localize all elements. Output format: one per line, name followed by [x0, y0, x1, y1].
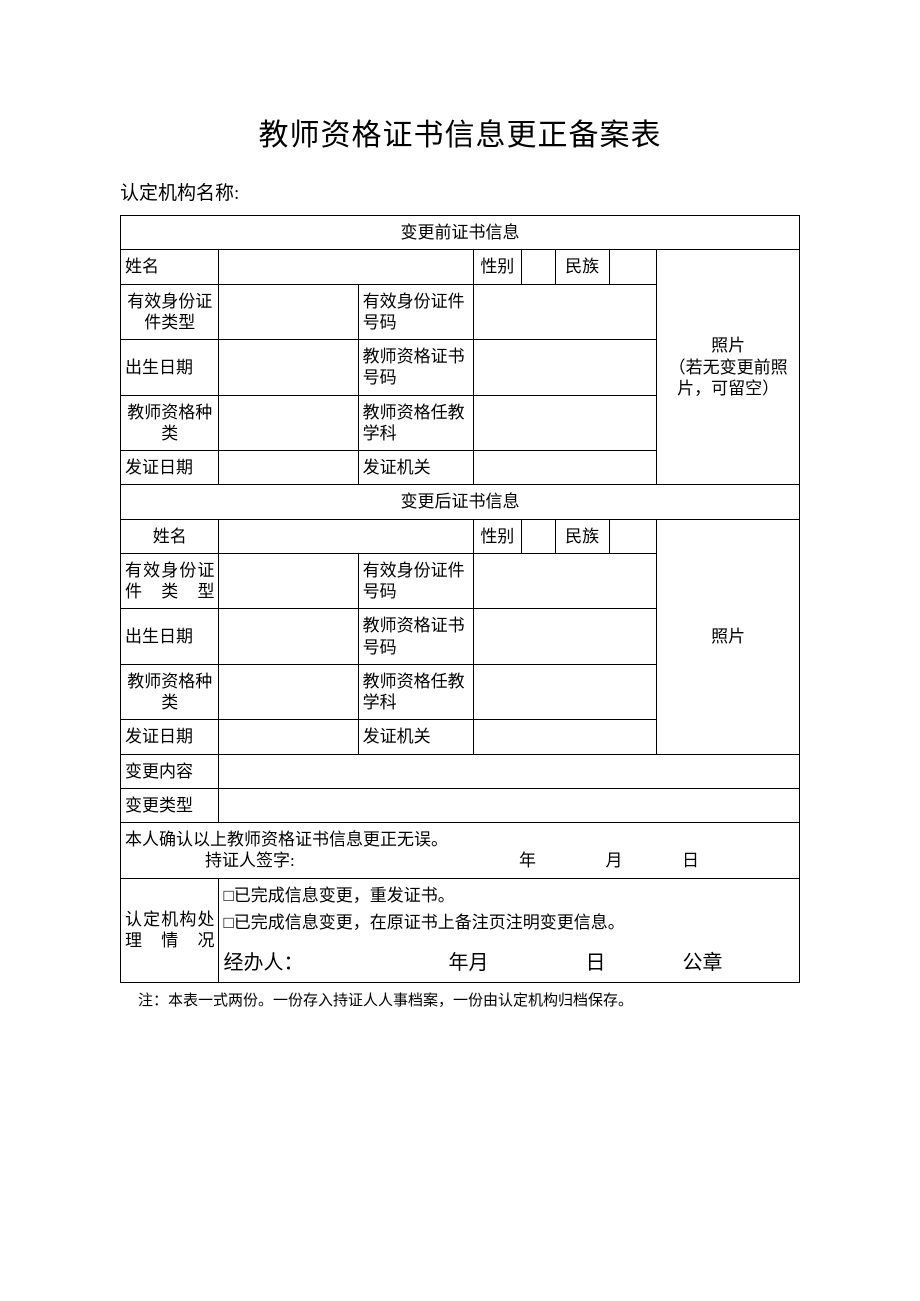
before-photo-label: 照片	[661, 335, 795, 356]
before-nation-label: 民族	[555, 250, 609, 284]
before-issuer-label: 发证机关	[358, 451, 473, 485]
before-birth-label: 出生日期	[121, 340, 219, 396]
before-qualtype-label: 教师资格种类	[121, 395, 219, 451]
after-nation-field[interactable]	[609, 519, 657, 553]
after-idnum-label: 有效身份证件号码	[358, 553, 473, 609]
change-content-label: 变更内容	[121, 754, 219, 788]
page: 教师资格证书信息更正备案表 认定机构名称: 变更前证书信息 姓名 性别 民族	[0, 0, 920, 1050]
before-birth-field[interactable]	[219, 340, 358, 396]
after-photo-box[interactable]: 照片	[657, 519, 800, 754]
doc-title: 教师资格证书信息更正备案表	[120, 110, 800, 154]
after-gender-field[interactable]	[521, 519, 555, 553]
change-content-field[interactable]	[219, 754, 800, 788]
after-issuedate-label: 发证日期	[121, 720, 219, 754]
process-opt2-text: □已完成信息变更，在原证书上备注页注明变更信息。	[223, 913, 624, 932]
before-photo-box[interactable]: 照片 （若无变更前照片，可留空）	[657, 250, 800, 485]
process-day: 日	[583, 951, 607, 976]
sig-month: 月	[600, 850, 628, 871]
before-header: 变更前证书信息	[121, 216, 800, 250]
process-opt1-text: □已完成信息变更，重发证书。	[223, 886, 454, 905]
after-idnum-field[interactable]	[474, 553, 657, 609]
process-cell: □已完成信息变更，重发证书。 □已完成信息变更，在原证书上备注页注明变更信息。 …	[219, 878, 800, 983]
before-gender-label: 性别	[474, 250, 522, 284]
process-seal: 公章	[677, 951, 727, 976]
after-issuer-label: 发证机关	[358, 720, 473, 754]
after-idtype-label: 有效身份证件类型	[121, 553, 219, 609]
before-subject-label: 教师资格任教学科	[358, 395, 473, 451]
process-opt2[interactable]: □已完成信息变更，在原证书上备注页注明变更信息。	[223, 912, 795, 933]
before-nation-field[interactable]	[609, 250, 657, 284]
before-idtype-field[interactable]	[219, 284, 358, 340]
after-subject-field[interactable]	[474, 664, 657, 720]
change-type-label: 变更类型	[121, 788, 219, 822]
sig-day: 日	[677, 850, 705, 871]
signature-line: 持证人签字: 年 月 日	[125, 850, 795, 871]
footnote: 注：本表一式两份。一份存入持证人人事档案，一份由认定机构归档保存。	[120, 983, 800, 1010]
after-header: 变更后证书信息	[121, 485, 800, 519]
form-table: 变更前证书信息 姓名 性别 民族 照片 （若无变更前照片，可留空） 有效身份证件…	[120, 215, 800, 983]
after-issuer-field[interactable]	[474, 720, 657, 754]
confirm-text: 本人确认以上教师资格证书信息更正无误。	[125, 829, 795, 850]
after-name-field[interactable]	[219, 519, 474, 553]
process-opt1[interactable]: □已完成信息变更，重发证书。	[223, 885, 795, 906]
after-certno-field[interactable]	[474, 609, 657, 665]
org-name-label: 认定机构名称:	[120, 178, 800, 205]
sig-year: 年	[514, 850, 542, 871]
process-label: 认定机构处理情况	[121, 878, 219, 983]
before-gender-field[interactable]	[521, 250, 555, 284]
before-idtype-label: 有效身份证件类型	[121, 284, 219, 340]
after-photo-label: 照片	[661, 626, 795, 647]
before-subject-field[interactable]	[474, 395, 657, 451]
after-name-label: 姓名	[121, 519, 219, 553]
before-name-field[interactable]	[219, 250, 474, 284]
before-idnum-field[interactable]	[474, 284, 657, 340]
before-idnum-label: 有效身份证件号码	[358, 284, 473, 340]
sig-label: 持证人签字:	[205, 850, 325, 871]
before-certno-field[interactable]	[474, 340, 657, 396]
process-signer-label: 经办人：	[223, 951, 313, 976]
after-qualtype-label: 教师资格种类	[121, 664, 219, 720]
after-birth-field[interactable]	[219, 609, 358, 665]
before-qualtype-field[interactable]	[219, 395, 358, 451]
process-sign-line: 经办人： 年月 日 公章	[223, 951, 795, 976]
process-ym: 年月	[443, 951, 493, 976]
before-issuedate-label: 发证日期	[121, 451, 219, 485]
after-idtype-field[interactable]	[219, 553, 358, 609]
before-photo-note: （若无变更前照片，可留空）	[661, 357, 795, 400]
before-issuedate-field[interactable]	[219, 451, 358, 485]
after-qualtype-field[interactable]	[219, 664, 358, 720]
after-issuedate-field[interactable]	[219, 720, 358, 754]
confirm-cell: 本人确认以上教师资格证书信息更正无误。 持证人签字: 年 月 日	[121, 823, 800, 879]
before-name-label: 姓名	[121, 250, 219, 284]
after-subject-label: 教师资格任教学科	[358, 664, 473, 720]
after-nation-label: 民族	[555, 519, 609, 553]
after-birth-label: 出生日期	[121, 609, 219, 665]
after-gender-label: 性别	[474, 519, 522, 553]
change-type-field[interactable]	[219, 788, 800, 822]
after-certno-label: 教师资格证书号码	[358, 609, 473, 665]
before-issuer-field[interactable]	[474, 451, 657, 485]
before-certno-label: 教师资格证书号码	[358, 340, 473, 396]
